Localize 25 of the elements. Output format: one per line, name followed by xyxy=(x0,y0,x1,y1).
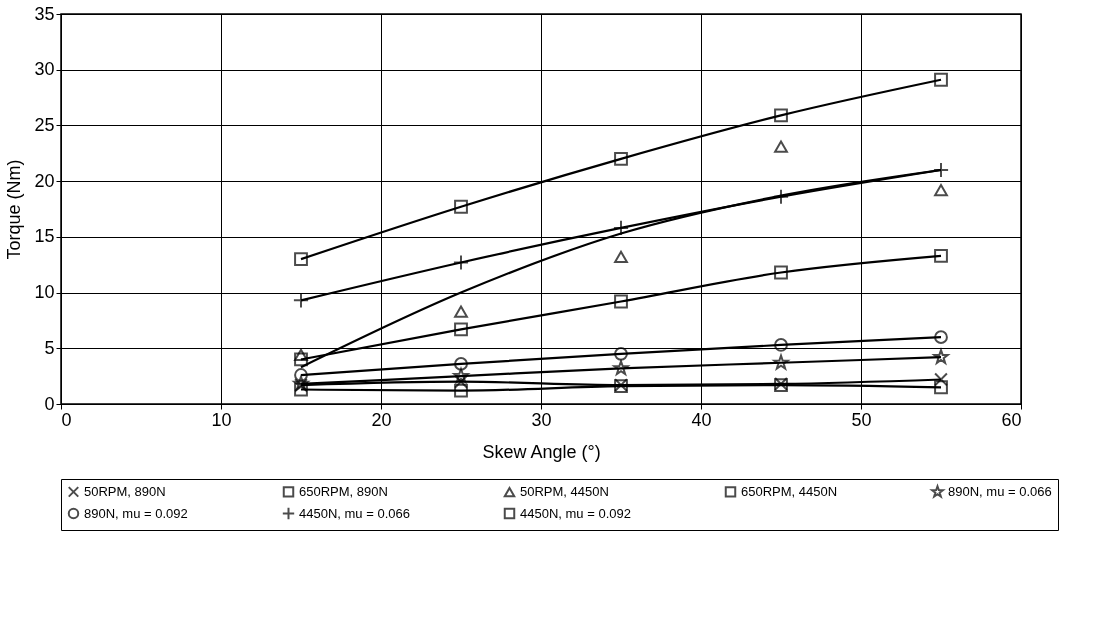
y-tick-label: 15 xyxy=(34,226,55,247)
x-tick-label: 0 xyxy=(61,409,72,430)
x-tick-label: 20 xyxy=(371,409,392,430)
legend-label: 650RPM, 4450N xyxy=(741,483,838,499)
legend-label: 890N, mu = 0.066 xyxy=(948,483,1052,499)
legend-label: 890N, mu = 0.092 xyxy=(84,505,188,521)
y-tick-label: 30 xyxy=(34,59,55,80)
legend-label: 50RPM, 890N xyxy=(84,483,166,499)
legend-label: 4450N, mu = 0.066 xyxy=(299,505,410,521)
y-tick-label: 10 xyxy=(34,282,55,303)
legend-label: 50RPM, 4450N xyxy=(520,484,609,500)
y-tick-label: 20 xyxy=(34,170,55,191)
x-tick-label: 60 xyxy=(1001,409,1022,430)
x-tick-label: 40 xyxy=(691,409,712,430)
x-tick-label: 50 xyxy=(851,409,872,430)
x-axis-title: Skew Angle (°) xyxy=(482,441,601,462)
y-tick-label: 35 xyxy=(34,3,55,24)
legend-label: 4450N, mu = 0.092 xyxy=(520,505,631,521)
y-tick-label: 5 xyxy=(44,337,55,358)
y-tick-label: 25 xyxy=(34,114,55,135)
legend-label: 650RPM, 890N xyxy=(299,483,388,499)
y-tick-label: 0 xyxy=(44,393,55,414)
x-tick-label: 10 xyxy=(211,409,232,430)
y-axis-title: Torque (Nm) xyxy=(4,159,25,260)
x-tick-label: 30 xyxy=(531,409,552,430)
